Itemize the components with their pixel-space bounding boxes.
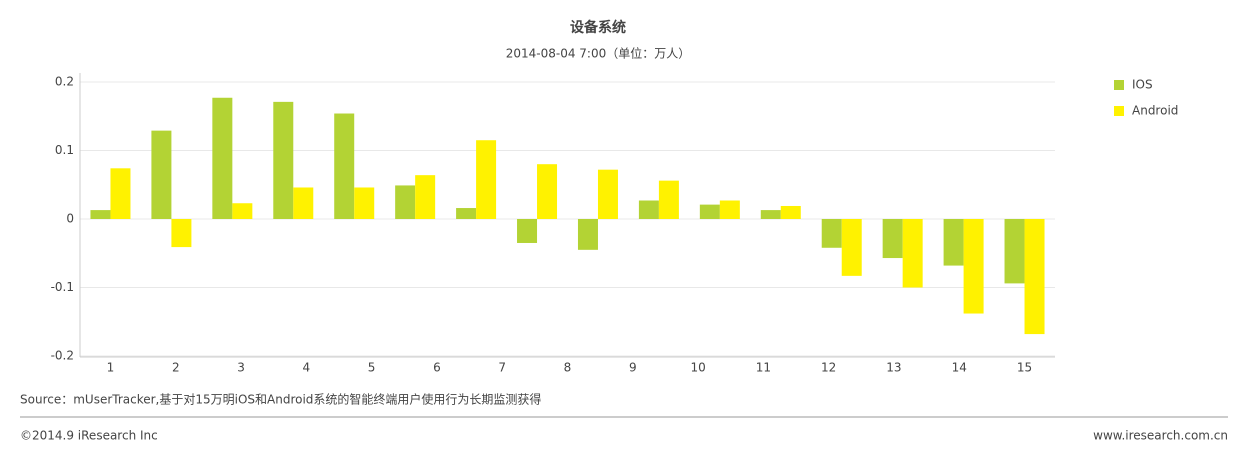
x-tick-label: 4: [303, 361, 311, 375]
x-tick-label: 13: [886, 361, 901, 375]
chart-title: 设备系统: [570, 19, 626, 36]
legend-label: Android: [1132, 104, 1178, 118]
copyright: ©2014.9 iResearch Inc: [20, 429, 158, 443]
bar: [90, 210, 111, 219]
x-tick-label: 11: [756, 361, 771, 375]
y-tick-label: 0.1: [55, 143, 74, 157]
bar: [395, 185, 416, 219]
bar: [638, 200, 659, 219]
x-tick-label: 7: [498, 361, 506, 375]
bar: [577, 219, 598, 250]
bar: [1024, 219, 1045, 335]
bar: [658, 180, 679, 219]
bar: [699, 204, 720, 219]
bar: [821, 219, 842, 248]
bar: [1004, 219, 1025, 284]
x-tick-label: 14: [952, 361, 967, 375]
x-tick-label: 10: [690, 361, 705, 375]
y-tick-label: -0.2: [51, 349, 74, 363]
bar: [597, 169, 618, 219]
bar: [273, 101, 294, 219]
x-tick-label: 12: [821, 361, 836, 375]
bar: [882, 219, 903, 259]
bar: [902, 219, 923, 288]
bar: [354, 187, 375, 219]
x-tick-label: 6: [433, 361, 441, 375]
bar: [415, 175, 436, 219]
y-tick-label: 0.2: [55, 75, 74, 89]
bar: [171, 219, 192, 248]
bar: [537, 164, 558, 219]
x-tick-label: 2: [172, 361, 180, 375]
bar: [151, 130, 172, 219]
bar: [841, 219, 862, 276]
bar: [517, 219, 538, 243]
bar: [476, 140, 497, 219]
x-tick-label: 1: [107, 361, 115, 375]
x-tick-label: 5: [368, 361, 376, 375]
bar: [963, 219, 984, 314]
source: Source：mUserTracker,基于对15万明iOS和Android系统…: [20, 392, 541, 407]
bar: [334, 113, 355, 219]
bar: [110, 168, 131, 219]
legend-swatch: [1114, 80, 1124, 90]
bar: [719, 200, 740, 219]
y-tick-label: -0.1: [51, 280, 74, 294]
legend-label: IOS: [1132, 78, 1153, 92]
x-tick-label: 8: [564, 361, 572, 375]
bar: [760, 210, 781, 219]
bar: [293, 187, 314, 219]
x-tick-label: 15: [1017, 361, 1032, 375]
bar: [780, 205, 801, 219]
bar: [212, 97, 233, 219]
website: www.iresearch.com.cn: [1093, 429, 1228, 443]
x-tick-label: 3: [237, 361, 245, 375]
x-tick-label: 9: [629, 361, 637, 375]
bar: [456, 208, 477, 219]
chart-subtitle: 2014-08-04 7:00（单位：万人）: [506, 46, 691, 61]
y-tick-label: 0: [66, 212, 74, 226]
bar: [232, 203, 253, 219]
bar: [943, 219, 964, 266]
legend-swatch: [1114, 106, 1124, 116]
